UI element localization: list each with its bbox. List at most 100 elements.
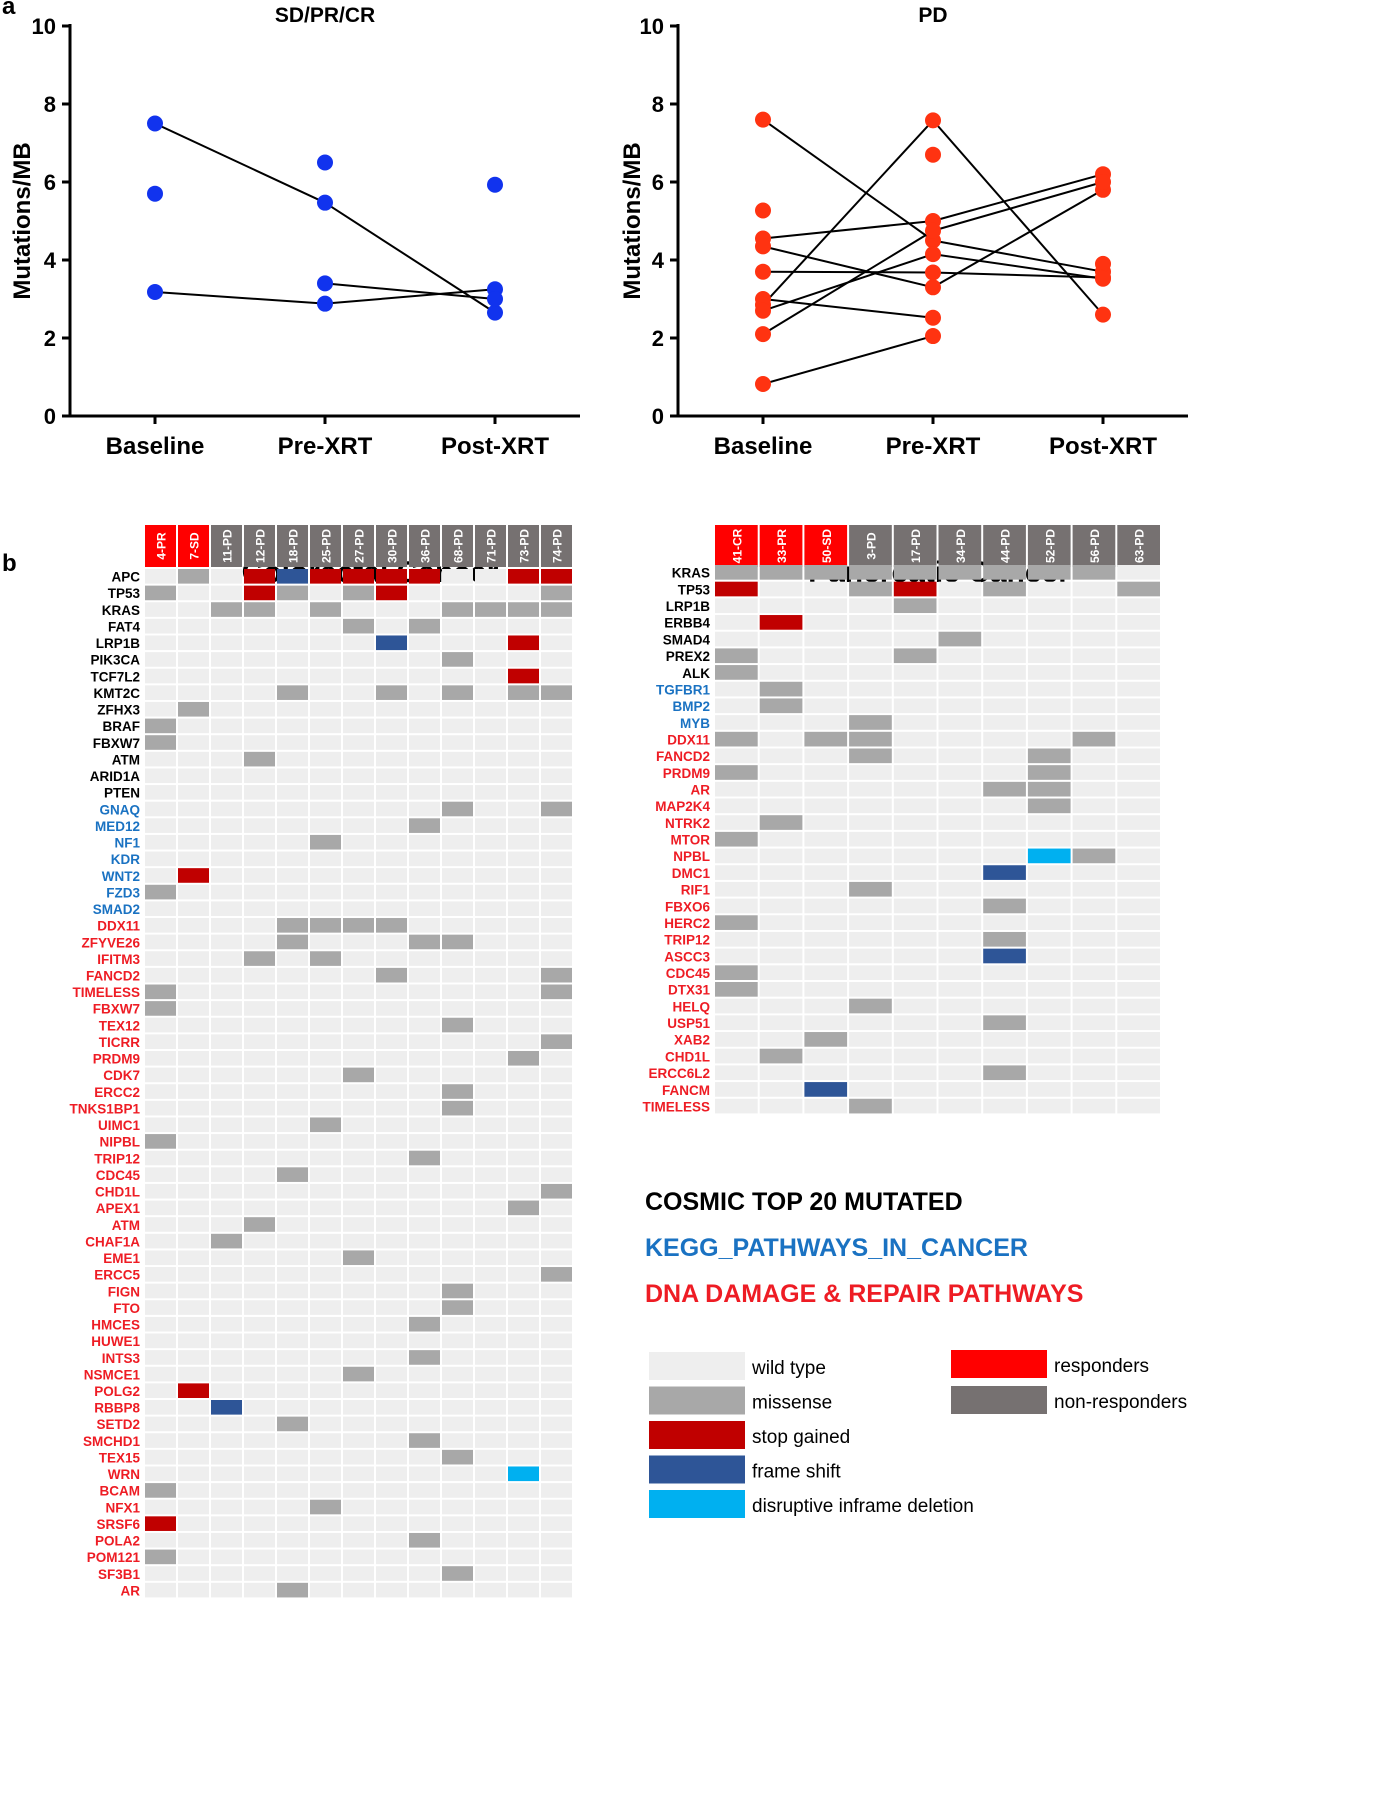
mutation-cell bbox=[343, 1466, 374, 1482]
mutation-cell bbox=[343, 652, 374, 667]
mutation-cell bbox=[277, 1483, 308, 1498]
mutation-cell bbox=[376, 569, 407, 584]
mutation-cell bbox=[409, 1200, 440, 1216]
sample-label: 11-PD bbox=[221, 529, 235, 563]
mutation-cell bbox=[893, 1098, 937, 1114]
mutation-legend: wild type missense stop gained frame shift d… bbox=[649, 1352, 974, 1518]
gene-label: IFITM3 bbox=[97, 952, 140, 967]
mutation-cell bbox=[442, 652, 473, 667]
mutation-cell bbox=[178, 1400, 209, 1415]
gene-group-legend-label: KEGG_PATHWAYS_IN_CANCER bbox=[645, 1234, 1028, 1262]
gene-label: TRIP12 bbox=[94, 1151, 140, 1166]
mutation-cell bbox=[211, 884, 242, 900]
mutation-cell bbox=[1117, 931, 1160, 947]
data-point bbox=[755, 326, 771, 343]
mutation-cell bbox=[409, 1084, 440, 1099]
mutation-cell bbox=[343, 1117, 374, 1133]
mutation-cell bbox=[310, 768, 341, 784]
mutation-cell bbox=[1072, 998, 1116, 1014]
mutation-cell bbox=[715, 648, 758, 664]
mutation-cell bbox=[211, 1532, 242, 1548]
gene-label: FBXO6 bbox=[665, 899, 711, 914]
mutation-cell bbox=[211, 751, 242, 767]
mutation-cell bbox=[508, 1034, 539, 1049]
mutation-cell bbox=[376, 652, 407, 667]
mutation-cell bbox=[244, 652, 275, 667]
mutation-cell bbox=[343, 701, 374, 717]
gene-label: WRN bbox=[108, 1467, 140, 1482]
mutation-cell bbox=[343, 1167, 374, 1182]
mutation-cell bbox=[310, 635, 341, 651]
gene-label: SMAD2 bbox=[93, 902, 140, 917]
mutation-cell bbox=[211, 967, 242, 983]
mutation-cell bbox=[475, 635, 506, 651]
mutation-cell bbox=[475, 1532, 506, 1548]
mutation-cell bbox=[145, 1316, 176, 1332]
sample-label: 4-PR bbox=[155, 532, 169, 560]
mutation-cell bbox=[1072, 581, 1116, 597]
x-tick-label: Baseline bbox=[106, 433, 205, 460]
mutation-cell bbox=[178, 851, 209, 867]
mutation-cell bbox=[804, 998, 848, 1014]
mutation-cell bbox=[409, 1150, 440, 1166]
mutation-cell bbox=[178, 1117, 209, 1133]
mutation-cell bbox=[938, 731, 982, 747]
mutation-cell bbox=[409, 901, 440, 917]
mutation-cell bbox=[244, 851, 275, 867]
mutation-cell bbox=[1027, 581, 1071, 597]
mutation-cell bbox=[310, 901, 341, 917]
mutation-cell bbox=[759, 948, 803, 964]
mutation-cell bbox=[310, 735, 341, 750]
mutation-cell bbox=[893, 915, 937, 930]
mutation-cell bbox=[178, 1532, 209, 1548]
mutation-cell bbox=[759, 815, 803, 830]
mutation-cell bbox=[442, 1267, 473, 1282]
mutation-cell bbox=[145, 1532, 176, 1548]
mutation-cell bbox=[145, 1350, 176, 1365]
mutation-cell bbox=[1027, 1065, 1071, 1081]
mutation-cell bbox=[178, 1134, 209, 1149]
mutation-cell bbox=[759, 581, 803, 597]
mutation-cell bbox=[376, 1034, 407, 1049]
mutation-cell bbox=[1027, 765, 1071, 780]
mutation-cell bbox=[211, 618, 242, 634]
mutation-cell bbox=[938, 815, 982, 830]
mutation-cell bbox=[145, 1499, 176, 1515]
sample-label: 33-PR bbox=[775, 529, 789, 563]
mutation-cell bbox=[244, 1433, 275, 1448]
mutation-cell bbox=[178, 1383, 209, 1398]
mutation-cell bbox=[508, 585, 539, 601]
mutation-cell bbox=[178, 884, 209, 900]
mutation-cell bbox=[1027, 1032, 1071, 1047]
mutation-cell bbox=[145, 1416, 176, 1432]
mutation-cell bbox=[244, 1582, 275, 1598]
mutation-cell bbox=[508, 735, 539, 750]
mutation-cell bbox=[475, 1333, 506, 1349]
mutation-cell bbox=[277, 1383, 308, 1398]
mutation-cell bbox=[475, 1366, 506, 1382]
mutation-cell bbox=[442, 901, 473, 917]
mutation-cell bbox=[893, 648, 937, 664]
mutation-cell bbox=[442, 1034, 473, 1049]
mutation-cell bbox=[759, 615, 803, 630]
mutation-cell bbox=[1072, 915, 1116, 930]
mutation-cell bbox=[442, 1117, 473, 1133]
mutation-cell bbox=[804, 1082, 848, 1097]
mutation-cell bbox=[541, 818, 572, 833]
mutation-cell bbox=[211, 1217, 242, 1232]
mutation-cell bbox=[409, 1100, 440, 1116]
gene-label: RBBP8 bbox=[94, 1401, 140, 1416]
data-point bbox=[147, 283, 163, 300]
gene-label: DTX31 bbox=[668, 983, 711, 998]
mutation-cell bbox=[508, 1283, 539, 1299]
mutation-cell bbox=[145, 951, 176, 966]
mutation-cell bbox=[244, 868, 275, 883]
mutation-cell bbox=[277, 1150, 308, 1166]
mutation-cell bbox=[715, 865, 758, 880]
gene-label: TGFBR1 bbox=[656, 682, 710, 697]
mutation-cell bbox=[277, 685, 308, 700]
mutation-cell bbox=[178, 1250, 209, 1266]
mutation-cell bbox=[983, 615, 1026, 630]
mutation-cell bbox=[244, 569, 275, 584]
gene-label: ERCC6L2 bbox=[648, 1066, 710, 1081]
